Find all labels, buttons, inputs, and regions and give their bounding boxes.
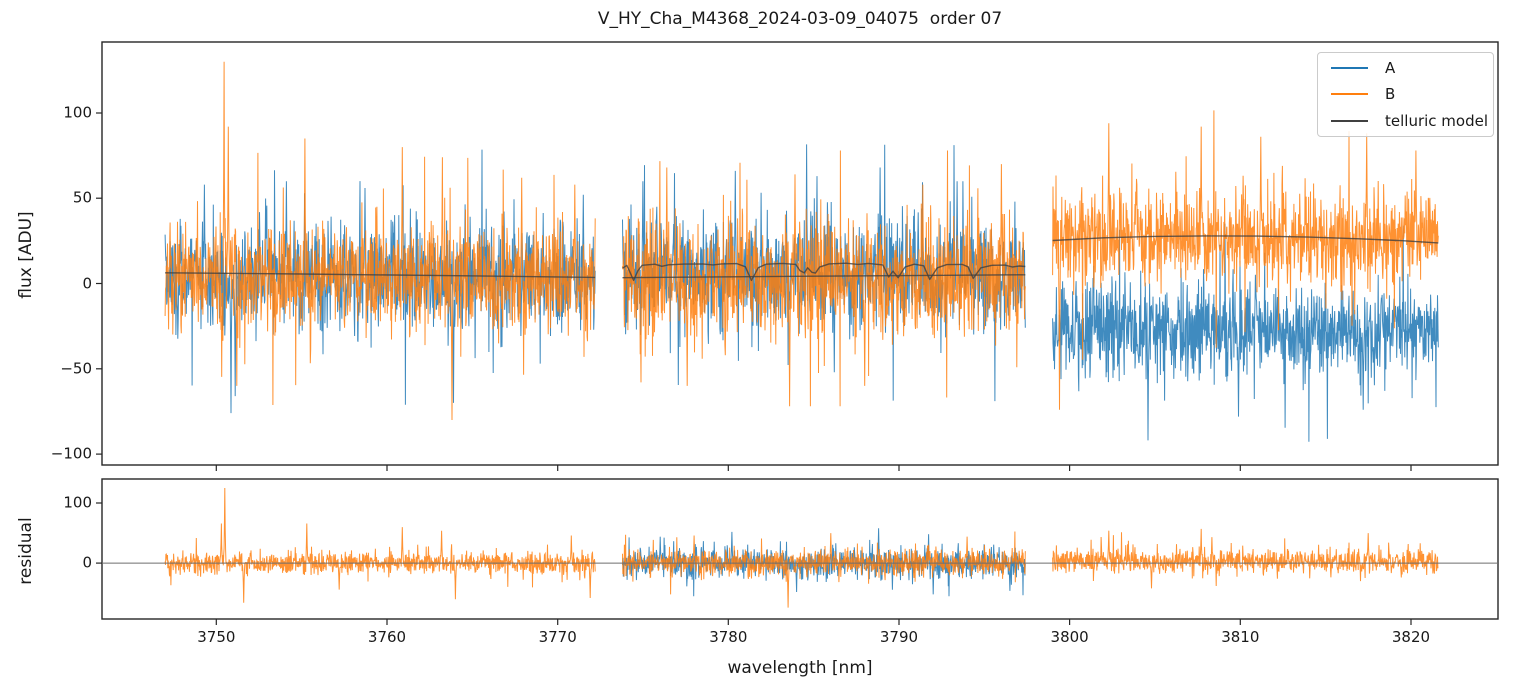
- legend-item-a: A: [1318, 55, 1493, 81]
- flux-axis-label: flux [ADU]: [16, 211, 36, 299]
- legend-label-b: B: [1385, 85, 1396, 104]
- residual-series-B-segment-1: [622, 531, 1026, 608]
- legend-item-telluric: telluric model: [1318, 108, 1493, 134]
- telluric-model-line-3: [1052, 235, 1439, 244]
- flux-series-B-segment-2: [1052, 110, 1439, 410]
- residual-series-B-segment-0: [164, 487, 596, 603]
- residual-tick-label: 100: [63, 493, 92, 512]
- flux-series-A-segment-2: [1052, 223, 1439, 442]
- x-tick-label: 3810: [1221, 628, 1260, 646]
- residual-tick-label: 0: [82, 553, 92, 572]
- x-tick-label: 3790: [879, 628, 919, 646]
- x-tick-label: 3750: [197, 628, 236, 646]
- residual-axis-label: residual: [16, 517, 36, 585]
- flux-series-B-segment-0: [164, 61, 596, 421]
- x-tick-label: 3770: [538, 628, 577, 646]
- x-tick-label: 3760: [367, 628, 407, 646]
- legend-line-telluric: [1331, 119, 1368, 122]
- flux-tick-label: 50: [72, 188, 92, 207]
- legend-label-a: A: [1385, 59, 1396, 78]
- panel-0-frame: [101, 41, 1499, 466]
- legend: A B telluric model: [1317, 52, 1494, 137]
- wavelength-axis-label: wavelength [nm]: [727, 658, 873, 678]
- figure-title: V_HY_Cha_M4368_2024-03-09_04075 order 07: [597, 9, 1003, 29]
- legend-line-a: [1331, 67, 1368, 70]
- x-tick-label: 3820: [1391, 628, 1431, 646]
- legend-line-b: [1331, 93, 1368, 96]
- residual-series-B-segment-2: [1052, 528, 1439, 589]
- telluric-model-line-0: [165, 272, 596, 279]
- x-tick-label: 3780: [709, 628, 748, 646]
- legend-item-b: B: [1318, 81, 1493, 107]
- x-tick-label: 3800: [1050, 628, 1089, 646]
- flux-tick-label: 100: [63, 103, 92, 122]
- flux-tick-label: −100: [50, 444, 92, 463]
- telluric-model-line-2: [622, 274, 1026, 279]
- flux-tick-label: −50: [60, 359, 92, 378]
- flux-series-B-segment-1: [622, 150, 1026, 407]
- panel-1-frame: [101, 478, 1499, 620]
- telluric-model-line-1: [622, 262, 1026, 282]
- legend-label-telluric: telluric model: [1385, 111, 1489, 130]
- flux-tick-label: 0: [82, 274, 92, 293]
